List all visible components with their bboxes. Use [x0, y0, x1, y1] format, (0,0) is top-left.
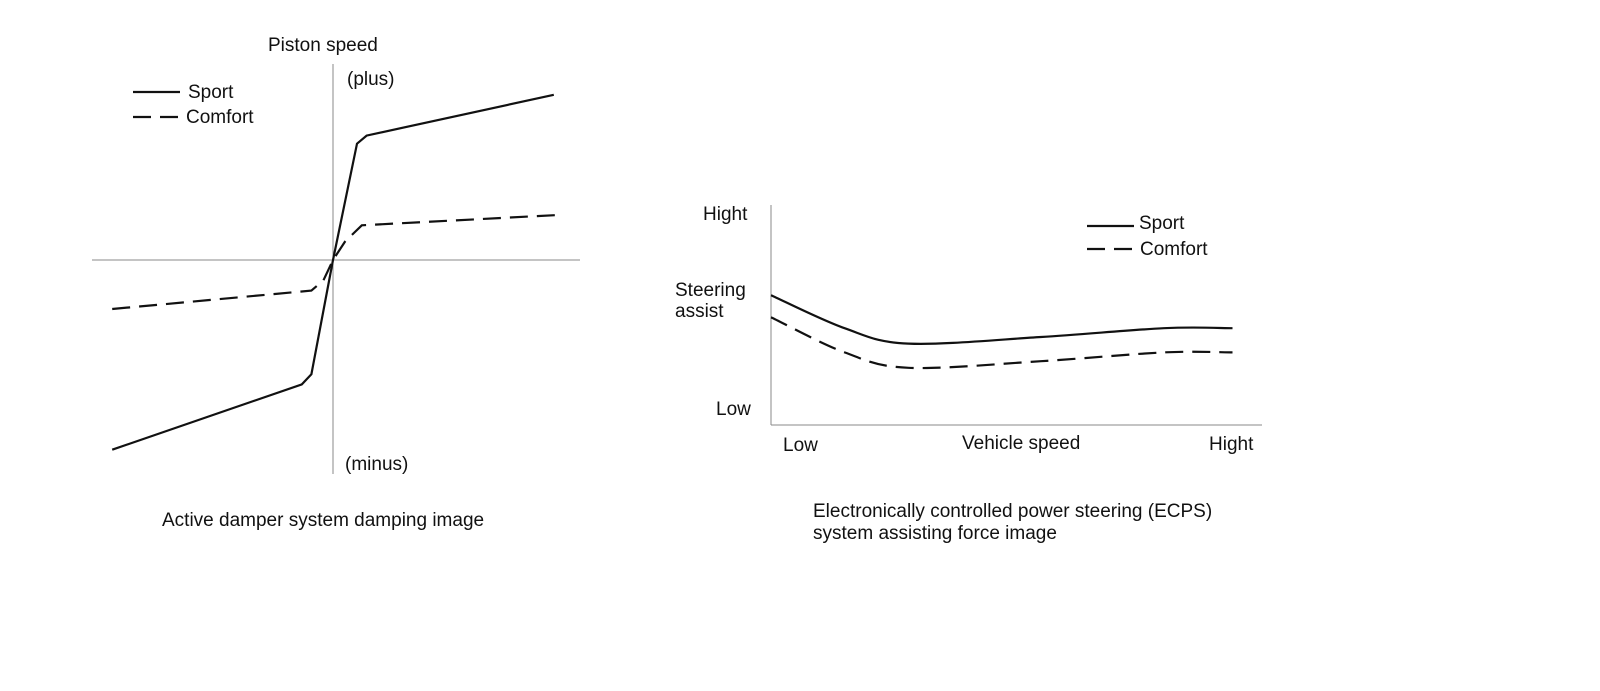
damper-plus-label: (plus) — [347, 69, 395, 90]
ecps-caption-line1: Electronically controlled power steering… — [813, 501, 1212, 522]
ecps-x-tick-high: Hight — [1209, 434, 1254, 455]
ecps-ylabel-line1: Steering — [675, 280, 746, 301]
ecps-legend: Sport Comfort — [1087, 213, 1208, 260]
legend-label-sport: Sport — [188, 82, 234, 103]
damper-series-comfort-line — [112, 214, 557, 311]
ecps-caption-line2: system assisting force image — [813, 523, 1057, 544]
ecps-y-tick-high: Hight — [703, 204, 748, 225]
damper-caption: Active damper system damping image — [162, 510, 484, 531]
legend-label-comfort: Comfort — [1140, 239, 1208, 260]
ecps-series-sport-line — [770, 294, 1233, 345]
ecps-ylabel-line2: assist — [675, 301, 724, 322]
legend-label-sport: Sport — [1139, 213, 1185, 234]
ecps-xlabel: Vehicle speed — [962, 433, 1080, 454]
damper-series-sport-line — [111, 93, 555, 451]
damper-legend: Sport Comfort — [133, 82, 254, 128]
ecps-chart: Hight Low Steering assist Low Vehicle sp… — [675, 204, 1262, 544]
damper-chart: Piston speed (plus) (minus) Sport Comfor… — [92, 35, 580, 531]
legend-label-comfort: Comfort — [186, 107, 254, 128]
ecps-y-tick-low: Low — [716, 399, 751, 420]
ecps-x-tick-low: Low — [783, 435, 818, 456]
damper-minus-label: (minus) — [345, 454, 408, 475]
ecps-series-comfort-line — [770, 316, 1233, 370]
damper-axis-label: Piston speed — [268, 35, 378, 56]
